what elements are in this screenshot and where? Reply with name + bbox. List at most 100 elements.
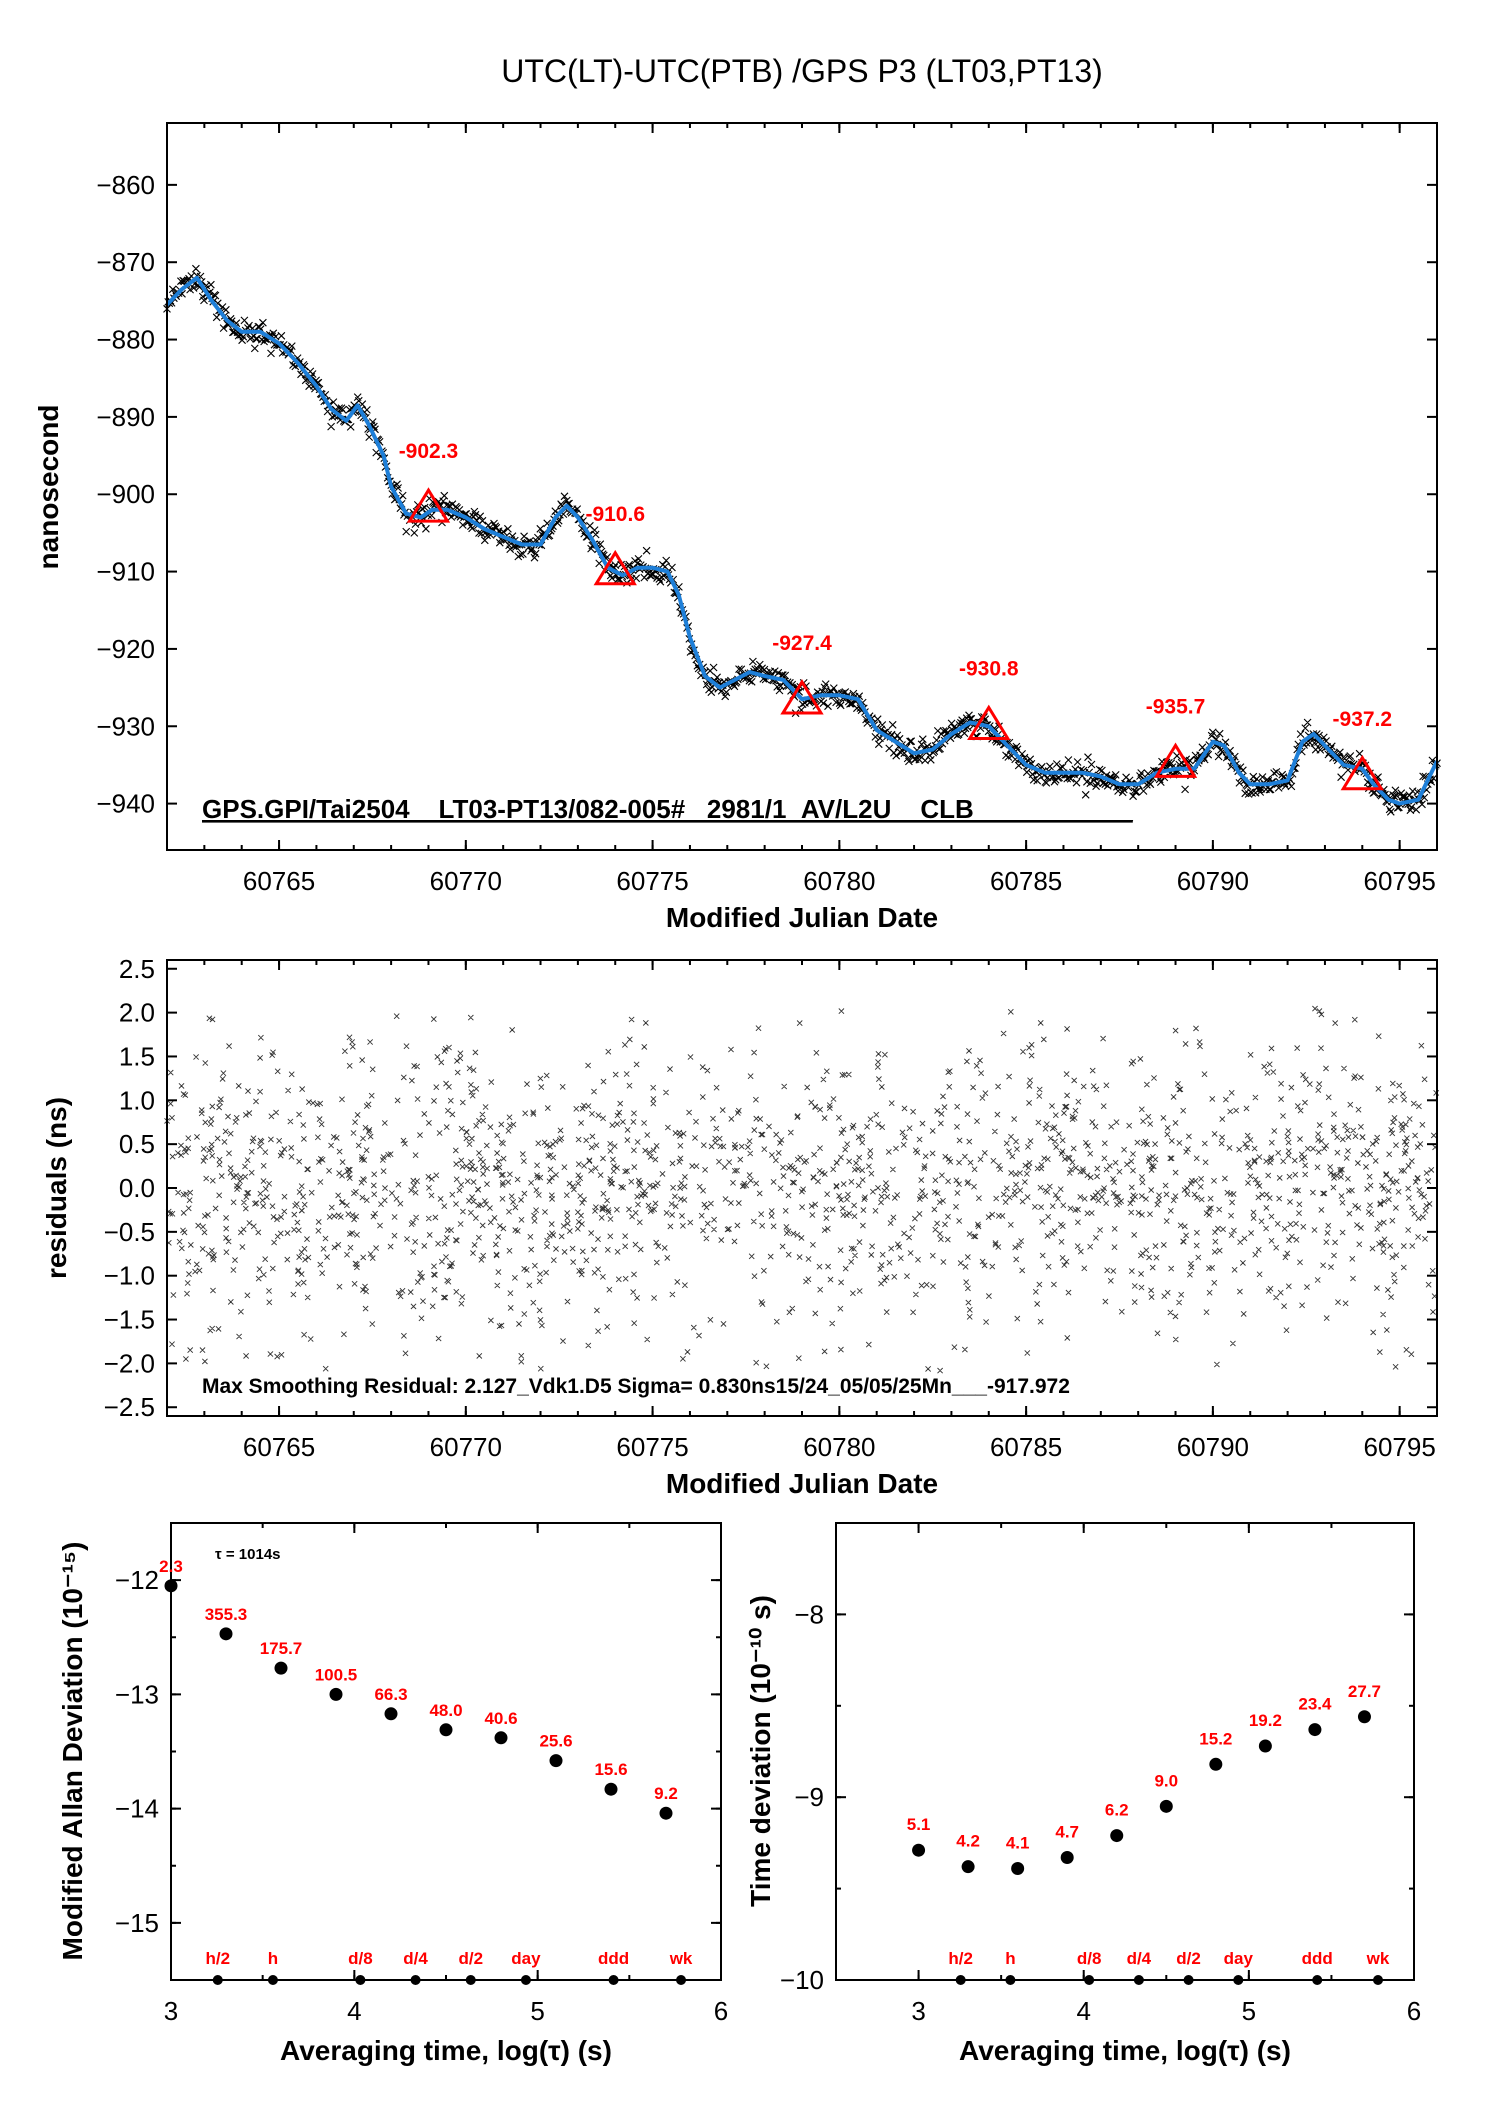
marker-label: -910.6 (585, 503, 645, 526)
x-tick-label: 3 (911, 1996, 925, 2026)
x-tick-label: 6 (714, 1996, 728, 2026)
deviation-point (1308, 1723, 1322, 1737)
y-tick-label: −13 (115, 1679, 159, 1709)
deviation-point-label: 27.7 (1348, 1682, 1381, 1701)
period-marker (955, 1975, 966, 1985)
y-tick-label: −2.0 (104, 1348, 155, 1378)
residual-info: Max Smoothing Residual: 2.127_Vdk1.D5 Si… (202, 1375, 1070, 1398)
marker-label: -927.4 (772, 632, 832, 655)
deviation-point-label: 9.2 (654, 1784, 678, 1803)
deviation-point-label: 48.0 (429, 1701, 462, 1720)
deviation-point-label: 100.5 (315, 1665, 358, 1684)
x-tick-label: 60780 (803, 1432, 875, 1462)
marker-label: -930.8 (959, 657, 1019, 680)
x-tick-label: 6 (1407, 1996, 1421, 2026)
x-tick-label: 5 (1242, 1996, 1256, 2026)
deviation-point (164, 1579, 178, 1593)
deviation-point (274, 1661, 288, 1675)
chart-title: UTC(LT)-UTC(PTB) /GPS P3 (LT03,PT13) (501, 53, 1103, 89)
y-tick-label: −910 (96, 557, 155, 587)
deviation-point-label: 23.4 (1298, 1695, 1332, 1714)
y-tick-label: −0.5 (104, 1217, 155, 1247)
period-marker (355, 1975, 366, 1985)
marker-triangle (967, 704, 1011, 740)
deviation-point-label: 4.1 (1006, 1833, 1030, 1852)
deviation-point-label: 15.2 (1199, 1729, 1232, 1748)
marker-triangle (1153, 742, 1198, 778)
axes: 3 4 5 6 −12 −13 −14 −15 (115, 1522, 728, 2026)
y-tick-label: −890 (96, 402, 155, 432)
marker-triangle (406, 487, 451, 523)
data-file-info: GPS.GPI/Tai2504__LT03-PT13/082-005#_ 298… (202, 794, 1133, 824)
y-tick-label: −1.0 (104, 1261, 155, 1291)
plot-frame (166, 122, 1438, 851)
residuals-plot: 60765 60770 60775 60780 60785 60790 60795 2.5 2.… (41, 954, 1440, 1499)
marker-triangle (780, 679, 824, 715)
period-marker-label: h/2 (948, 1949, 973, 1968)
y-tick-label: −870 (96, 247, 155, 277)
period-marker (1233, 1975, 1244, 1985)
y-tick-label: −860 (96, 170, 155, 200)
y-tick-label: −14 (115, 1794, 159, 1824)
period-marker-label: ddd (1302, 1949, 1333, 1968)
deviation-point (1258, 1739, 1272, 1753)
period-marker (608, 1975, 619, 1985)
deviation-point (549, 1754, 563, 1768)
deviation-point-label: 40.6 (484, 1709, 517, 1728)
deviation-point-label: 175.7 (260, 1639, 303, 1658)
x-axis-label: Modified Julian Date (666, 902, 938, 933)
x-tick-label: 60770 (430, 1432, 502, 1462)
period-marker-label: d/4 (403, 1949, 428, 1968)
axes: 60765 60770 60775 60780 60785 60790 60795 2.5 2.… (104, 954, 1438, 1462)
deviation-point-label: 6.2 (1105, 1801, 1129, 1820)
deviation-point (659, 1806, 673, 1820)
time-comparison-plot: -902.3 -910.6 -927.4 -930.8 -935.7 -937.2 607… (33, 122, 1441, 933)
y-tick-label: 2.0 (119, 998, 155, 1028)
period-marker-label: h (1005, 1949, 1015, 1968)
tau-note: τ = 1014s (215, 1546, 281, 1563)
x-tick-label: 60775 (616, 866, 688, 896)
deviation-point-label: 25.6 (539, 1732, 572, 1751)
y-tick-label: −930 (96, 711, 155, 741)
deviation-point (1357, 1710, 1371, 1724)
deviation-point (1159, 1799, 1173, 1813)
plot-data-layer: 5.1 4.2 4.1 4.7 6.2 9.0 15.2 19.2 23.4 27.7 h/2 h d/… (907, 1682, 1390, 1985)
x-axis-label: Averaging time, log(τ) (s) (959, 2035, 1291, 2066)
x-tick-label: 60775 (616, 1432, 688, 1462)
allan-deviation-plot: 2.3 355.3 175.7 100.5 66.3 48.0 40.6 25.6 15.6 9.… (57, 1522, 728, 2066)
marker-label: -902.3 (399, 440, 459, 463)
period-marker-label: d/2 (458, 1949, 483, 1968)
y-tick-label: −2.5 (104, 1392, 155, 1422)
period-marker (267, 1975, 278, 1985)
deviation-point-label: 9.0 (1154, 1771, 1178, 1790)
deviation-point (604, 1782, 618, 1796)
x-tick-label: 60765 (243, 1432, 315, 1462)
smoothed-curve (165, 275, 1439, 806)
period-marker-label: day (511, 1949, 541, 1968)
period-marker-label: h (268, 1949, 278, 1968)
deviation-point-label: 19.2 (1249, 1711, 1282, 1730)
y-tick-label: −10 (780, 1965, 824, 1995)
deviation-point-label: 4.2 (956, 1832, 980, 1851)
marker-label: -935.7 (1146, 695, 1206, 718)
x-tick-label: 60770 (430, 866, 502, 896)
y-tick-label: 0.0 (119, 1173, 155, 1203)
marker-triangle (1340, 754, 1384, 791)
deviation-point (1209, 1757, 1223, 1771)
deviation-point (1011, 1861, 1025, 1875)
residual-points (164, 1005, 1440, 1374)
y-tick-label: −1.5 (104, 1305, 155, 1335)
period-marker-label: day (1224, 1949, 1254, 1968)
y-tick-label: 1.0 (119, 1085, 155, 1115)
deviation-point-label: 2.3 (159, 1557, 183, 1576)
x-tick-label: 60790 (1177, 866, 1249, 896)
deviation-point (384, 1707, 398, 1721)
measurement-points (163, 264, 1441, 816)
x-tick-label: 4 (1076, 1996, 1090, 2026)
deviation-point (329, 1687, 343, 1701)
y-axis-label: nanosecond (33, 405, 64, 570)
deviation-point (961, 1860, 975, 1874)
plot-data-layer: 2.3 355.3 175.7 100.5 66.3 48.0 40.6 25.6 15.6 9.… (159, 1557, 693, 1985)
period-marker (1183, 1975, 1194, 1985)
marker-label: -937.2 (1333, 708, 1393, 731)
